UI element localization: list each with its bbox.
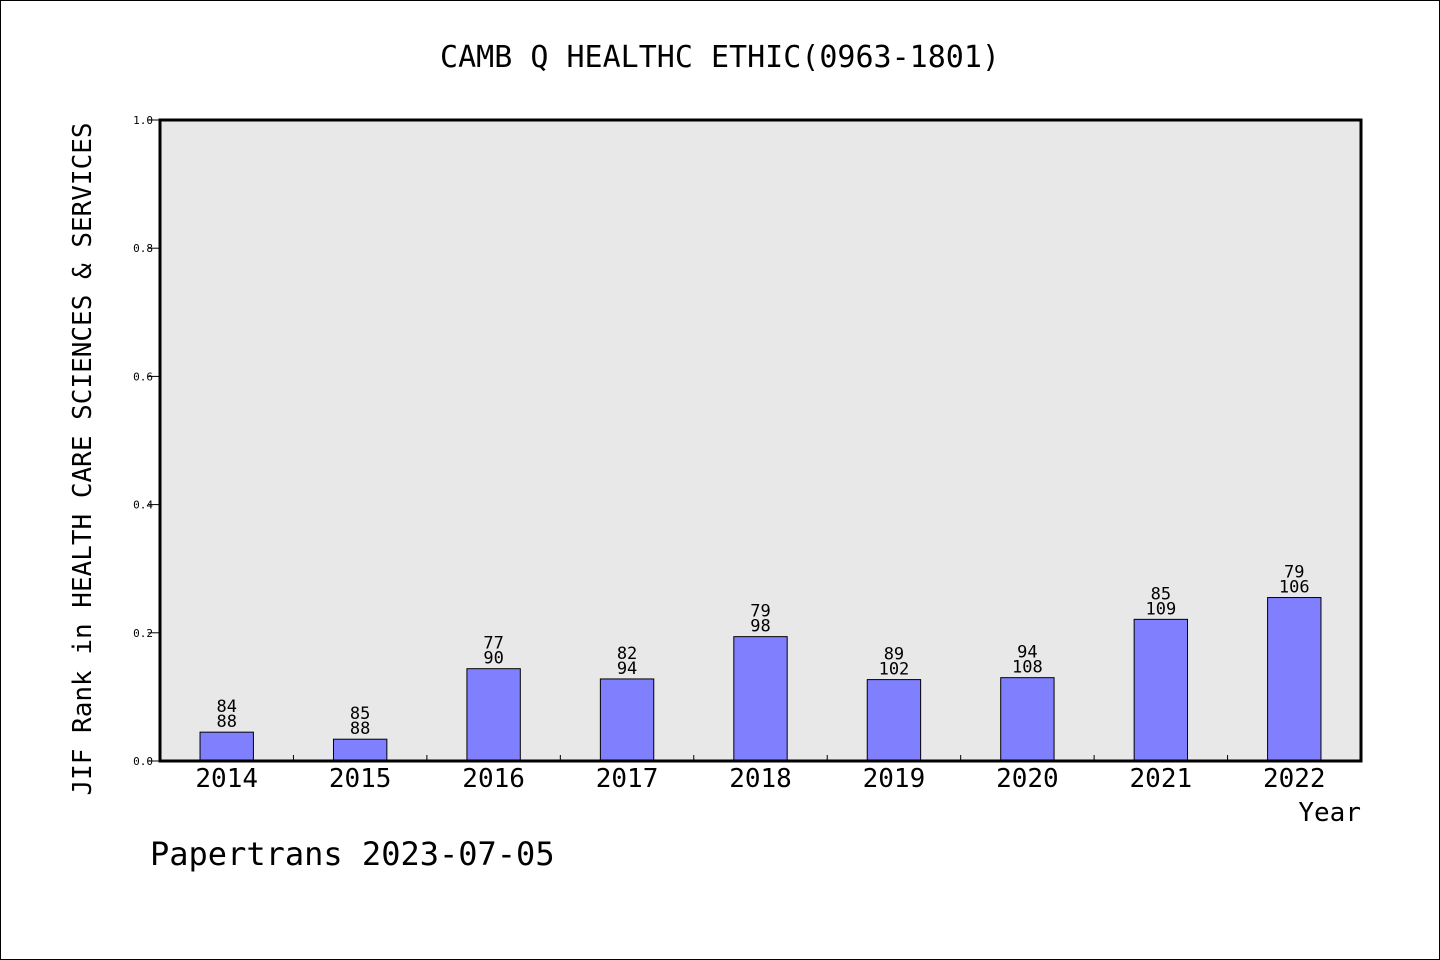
bar-total-label: 108 <box>1012 658 1043 678</box>
x-axis: 2014 2015 2016 2017 2018 2019 2020 2021 2022 <box>195 755 1326 794</box>
bar-rank-label: 79 <box>750 602 770 622</box>
bar-rank-label: 77 <box>483 634 503 654</box>
bar-2017 <box>599 678 655 762</box>
y-axis: 0.0 0.2 0.4 0.6 0.8 1.0 <box>133 114 160 768</box>
bar-rank-label: 85 <box>1151 584 1171 604</box>
x-tick-label: 2015 <box>329 764 392 794</box>
chart-title: CAMB Q HEALTHC ETHIC(0963-1801) <box>440 40 1000 75</box>
bar-2022 <box>1267 597 1322 762</box>
bar-total-label: 102 <box>879 660 910 680</box>
x-tick-label: 2019 <box>863 764 926 794</box>
bar-rank-label: 79 <box>1284 563 1304 583</box>
y-tick-label: 0.0 <box>133 755 153 768</box>
bar-2016 <box>466 668 521 762</box>
x-tick-label: 2020 <box>996 764 1059 794</box>
bar-total-label: 109 <box>1145 599 1176 619</box>
y-axis-label: JIF Rank in HEALTH CARE SCIENCES & SERVI… <box>68 122 98 795</box>
bar-rank-label: 85 <box>350 704 370 724</box>
x-tick-label: 2018 <box>729 764 792 794</box>
bar-total-label: 98 <box>750 617 770 637</box>
bar-2014 <box>199 731 254 762</box>
bar-rank-label: 94 <box>1017 643 1037 663</box>
y-tick-label: 0.8 <box>133 242 153 255</box>
bar-rank-label: 89 <box>884 645 904 665</box>
bar-rank-label: 84 <box>216 697 236 717</box>
bar-total-label: 106 <box>1279 578 1310 598</box>
bar-total-label: 88 <box>350 719 370 739</box>
bar-2019 <box>866 679 922 762</box>
bar-2015 <box>332 738 388 762</box>
x-tick-label: 2016 <box>462 764 525 794</box>
x-tick-label: 2017 <box>596 764 659 794</box>
bar-total-label: 90 <box>483 649 503 669</box>
bar-2021 <box>1133 618 1189 762</box>
footer-text: Papertrans 2023-07-05 <box>150 835 555 873</box>
bar-total-label: 94 <box>617 659 637 679</box>
bar-2018 <box>733 636 788 762</box>
y-tick-label: 0.6 <box>133 370 153 383</box>
plot-frame <box>158 118 1363 763</box>
x-tick-label: 2021 <box>1130 764 1193 794</box>
x-axis-label: Year <box>1298 798 1361 828</box>
x-tick-label: 2022 <box>1263 764 1326 794</box>
x-tick-label: 2014 <box>195 764 258 794</box>
y-tick-label: 0.4 <box>133 499 153 512</box>
y-tick-label: 0.2 <box>133 627 153 640</box>
bars <box>199 597 1322 762</box>
y-tick-label: 1.0 <box>133 114 153 127</box>
bar-rank-label: 82 <box>617 644 637 664</box>
bar-total-label: 88 <box>216 712 236 732</box>
bar-2020 <box>1000 677 1055 762</box>
